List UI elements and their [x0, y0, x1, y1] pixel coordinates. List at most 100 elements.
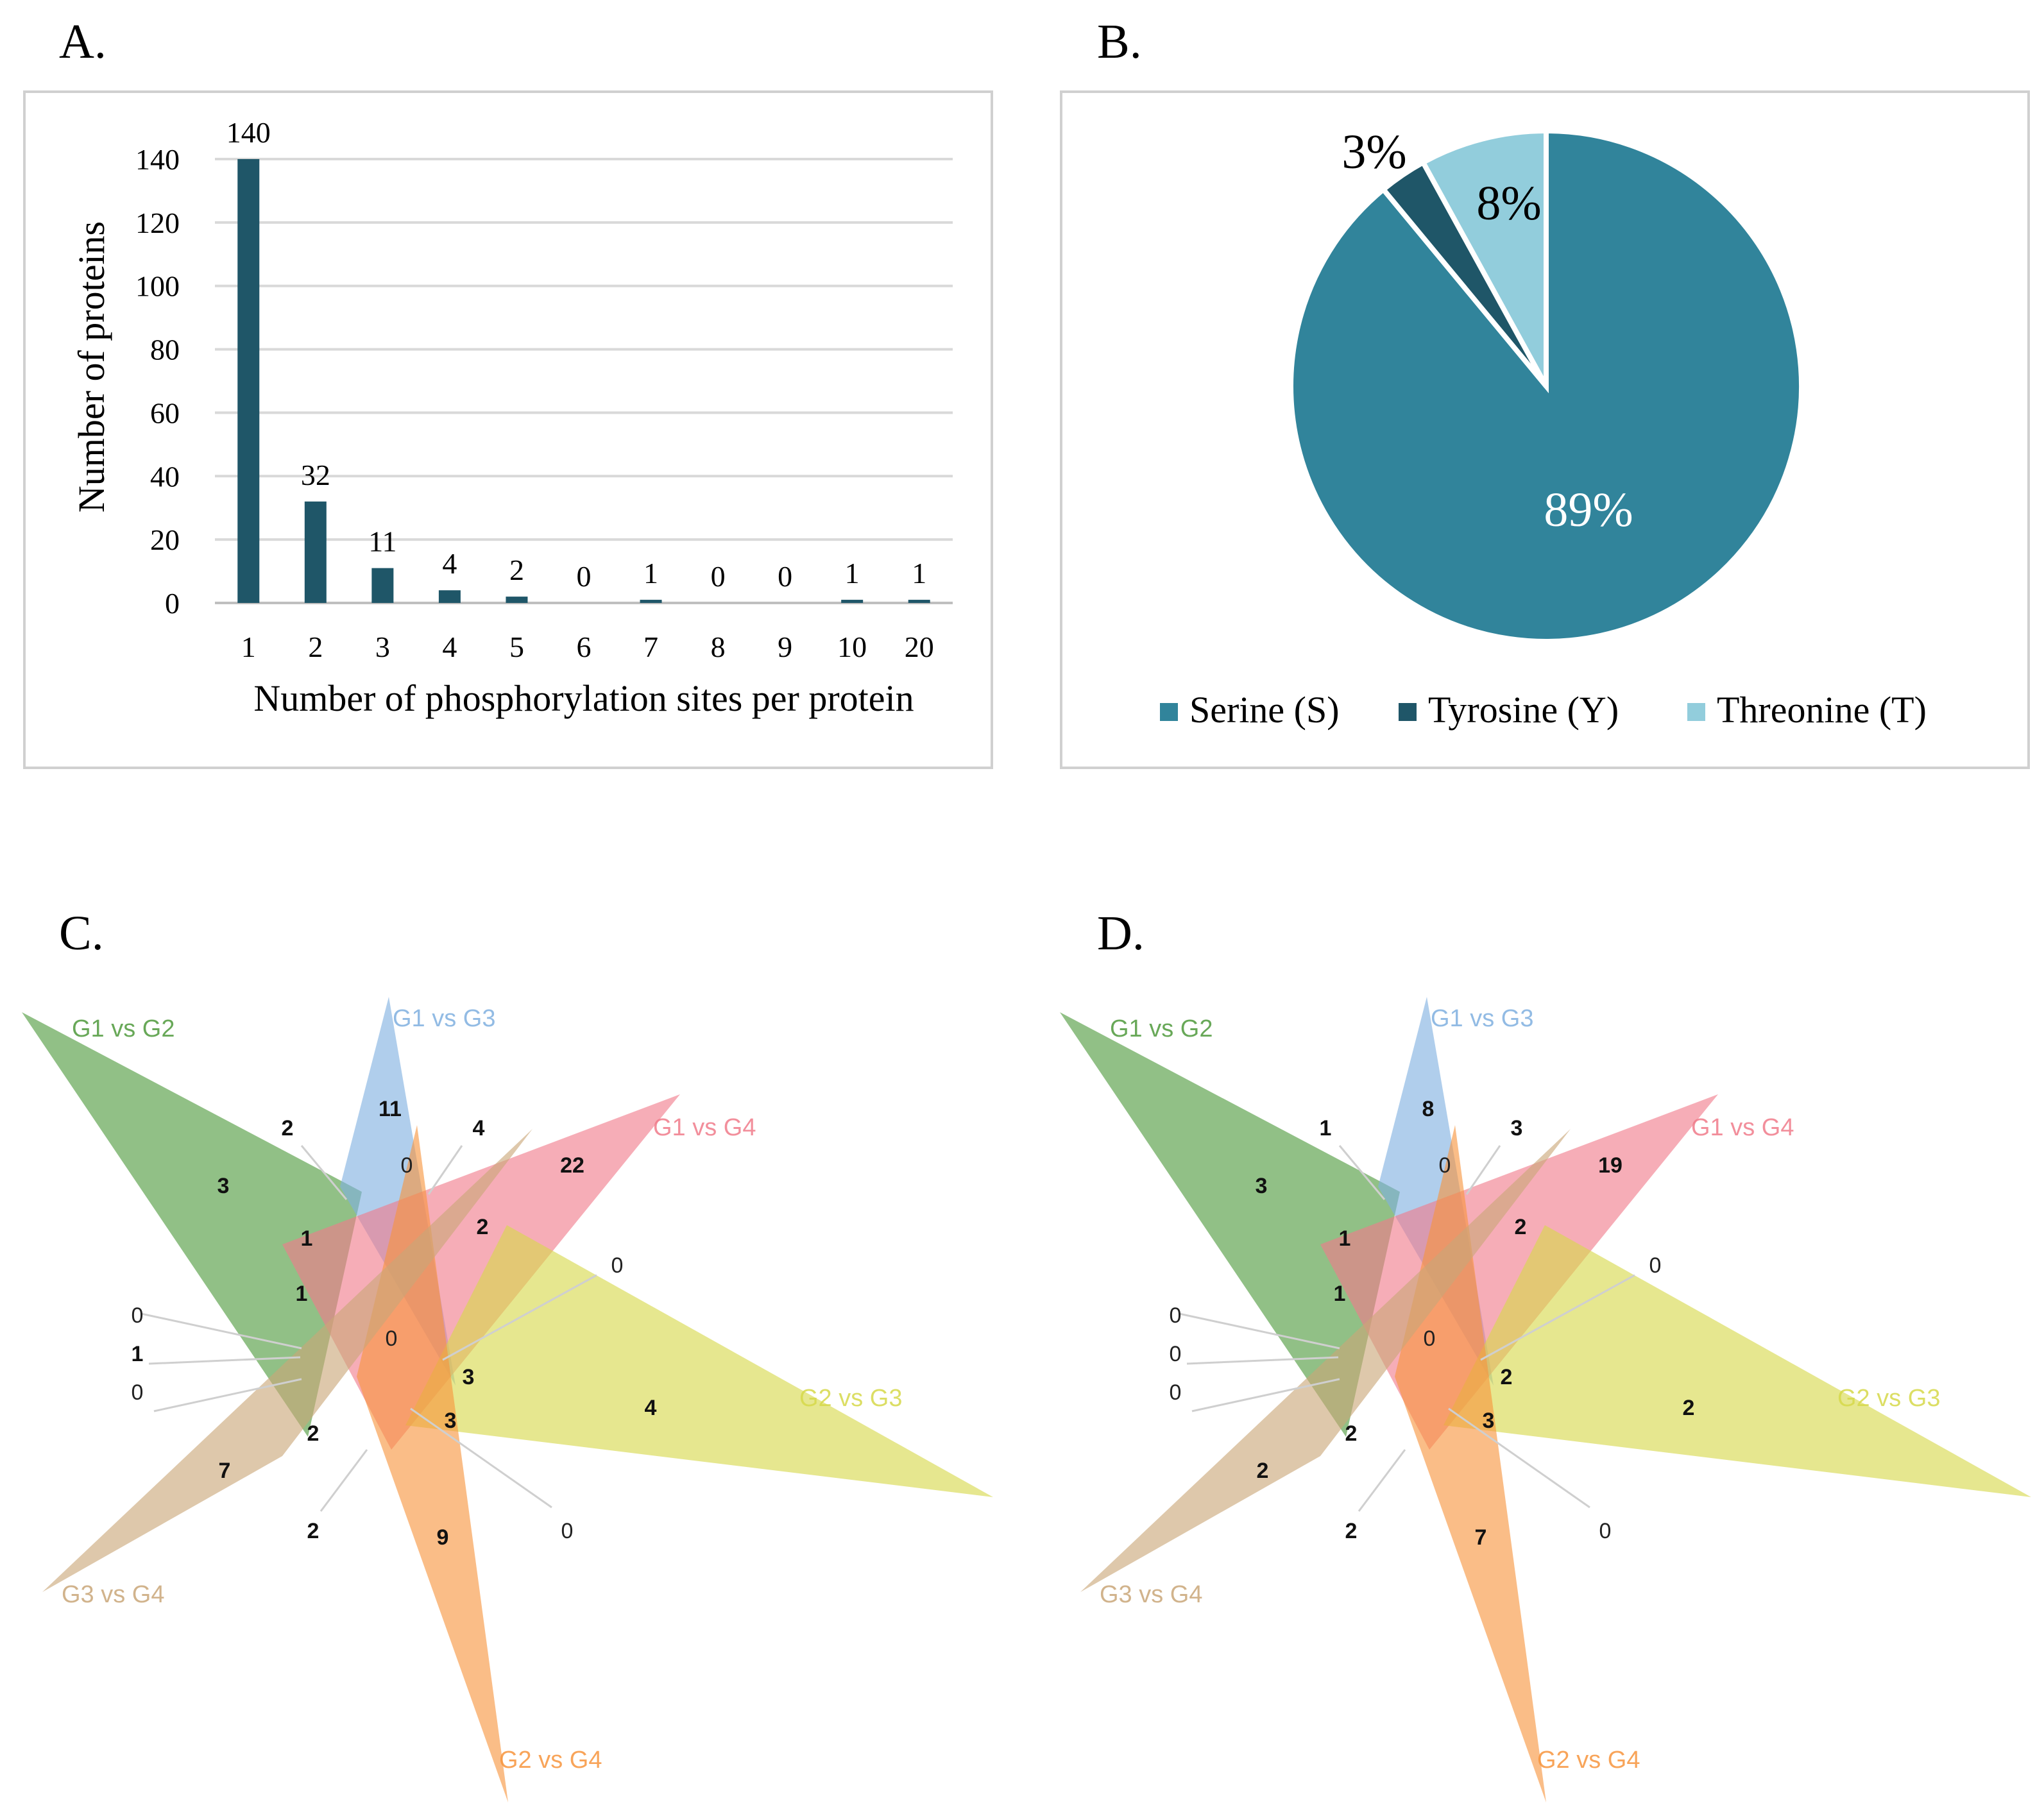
venn-set-label: G1 vs G3 [393, 1005, 496, 1032]
venn-leader-line [410, 1407, 552, 1509]
venn-region-count: 3 [1256, 1174, 1268, 1198]
venn-leader-line [1465, 1145, 1501, 1195]
pie-value-label: 3% [1341, 125, 1406, 179]
x-tick-label: 10 [837, 631, 867, 663]
x-tick-label: 20 [905, 631, 934, 663]
venn-set-label: G3 vs G4 [1100, 1581, 1203, 1608]
panel-c-label: C. [59, 906, 104, 960]
venn-region-count: 7 [1475, 1525, 1487, 1550]
bar [371, 568, 394, 603]
venn-region-count: 1 [296, 1282, 308, 1306]
venn-region-count: 3 [463, 1365, 475, 1389]
bar-data-label: 1 [643, 557, 658, 589]
venn-leader-line [300, 1145, 348, 1200]
y-tick-label: 80 [150, 334, 180, 366]
venn-region-count: 1 [1320, 1116, 1332, 1140]
venn-region-count: 22 [560, 1153, 584, 1178]
venn-region-count: 8 [1422, 1097, 1435, 1121]
venn-region-count: 2 [1345, 1421, 1358, 1446]
venn-set-label: G2 vs G3 [1837, 1385, 1941, 1412]
venn-region-count: 0 [386, 1327, 398, 1351]
venn-diagram-d: G1 vs G2 G1 vs G3 G1 vs G4 G2 vs G3 G2 vs G4… [1060, 997, 2031, 1802]
legend-swatch [1399, 703, 1417, 721]
venn-set-shape [22, 1012, 362, 1437]
pie-value-label: 8% [1476, 176, 1541, 230]
venn-region-count: 0 [1439, 1153, 1451, 1178]
panel-a-frame [23, 90, 993, 769]
venn-region-count: 3 [1483, 1409, 1495, 1433]
venn-leader-line [1179, 1312, 1340, 1350]
venn-region-count: 2 [1257, 1459, 1269, 1483]
venn-region-count: 2 [1515, 1215, 1527, 1239]
venn-region-count: 2 [1501, 1365, 1513, 1389]
y-tick-label: 140 [135, 143, 180, 176]
venn-set-label: G2 vs G3 [799, 1385, 903, 1412]
bar [237, 159, 260, 603]
venn-region-count: 0 [401, 1153, 413, 1178]
x-tick-label: 4 [442, 631, 457, 663]
venn-region-count: 0 [132, 1380, 144, 1405]
venn-region-count: 1 [1339, 1226, 1351, 1251]
panel-a-label: A. [59, 15, 106, 69]
legend-label: Tyrosine (Y) [1428, 689, 1619, 731]
venn-leader-line [1480, 1274, 1635, 1361]
venn-leader-line [1186, 1356, 1339, 1365]
venn-leader-line [1338, 1145, 1386, 1200]
venn-set-label: G1 vs G4 [653, 1114, 756, 1141]
y-axis-title: Number of proteins [71, 221, 112, 513]
venn-leader-line [319, 1449, 368, 1512]
bar [841, 600, 864, 603]
venn-leader-line [153, 1378, 302, 1412]
venn-region-count: 4 [473, 1116, 485, 1140]
x-tick-label: 6 [577, 631, 592, 663]
venn-leader-line [1191, 1378, 1340, 1412]
legend-label: Serine (S) [1189, 689, 1340, 731]
venn-region-count: 2 [1345, 1519, 1358, 1543]
x-tick-label: 8 [711, 631, 726, 663]
venn-region-count: 2 [307, 1519, 319, 1543]
venn-region-count: 2 [477, 1215, 489, 1239]
legend-swatch [1687, 703, 1705, 721]
venn-diagram-c: G1 vs G2 G1 vs G3 G1 vs G4 G2 vs G3 G2 vs G4… [22, 997, 993, 1802]
venn-region-count: 1 [1334, 1282, 1346, 1306]
bar-data-label: 2 [509, 554, 524, 586]
bar-data-label: 0 [778, 560, 792, 593]
venn-set-shape [1060, 1012, 1400, 1437]
y-tick-label: 0 [165, 587, 180, 620]
x-tick-label: 9 [778, 631, 792, 663]
venn-region-count: 0 [1599, 1519, 1612, 1543]
venn-leader-line [148, 1356, 301, 1365]
venn-region-count: 0 [132, 1303, 144, 1328]
venn-leader-line [427, 1145, 463, 1195]
venn-set-label: G3 vs G4 [62, 1581, 165, 1608]
venn-region-count: 0 [611, 1253, 624, 1278]
venn-region-count: 19 [1598, 1153, 1622, 1178]
bar-data-label: 1 [845, 557, 860, 589]
venn-leader-line [442, 1274, 597, 1361]
venn-region-count: 0 [1424, 1327, 1436, 1351]
venn-set-label: G1 vs G2 [1110, 1015, 1213, 1042]
venn-region-count: 1 [301, 1226, 313, 1251]
venn-region-count: 9 [437, 1525, 449, 1550]
venn-region-count: 11 [379, 1097, 402, 1121]
x-tick-label: 7 [643, 631, 658, 663]
bar-data-label: 0 [711, 560, 726, 593]
y-tick-label: 20 [150, 523, 180, 556]
venn-region-count: 3 [445, 1409, 457, 1433]
y-tick-label: 40 [150, 460, 180, 493]
x-tick-label: 5 [509, 631, 524, 663]
bar [908, 600, 930, 603]
pie-chart: 89% 3% 8% Serine (S) Tyrosine (Y) Threonine (… [1160, 125, 1927, 731]
venn-set-label: G2 vs G4 [499, 1747, 602, 1774]
venn-region-count: 0 [1170, 1342, 1182, 1366]
x-tick-label: 2 [308, 631, 323, 663]
panel-b-label: B. [1097, 15, 1142, 69]
venn-region-count: 2 [307, 1421, 319, 1446]
y-tick-label: 120 [135, 207, 180, 239]
venn-region-count: 1 [132, 1342, 144, 1366]
venn-region-count: 0 [561, 1519, 574, 1543]
bar-data-label: 0 [577, 560, 592, 593]
legend-swatch [1160, 703, 1178, 721]
